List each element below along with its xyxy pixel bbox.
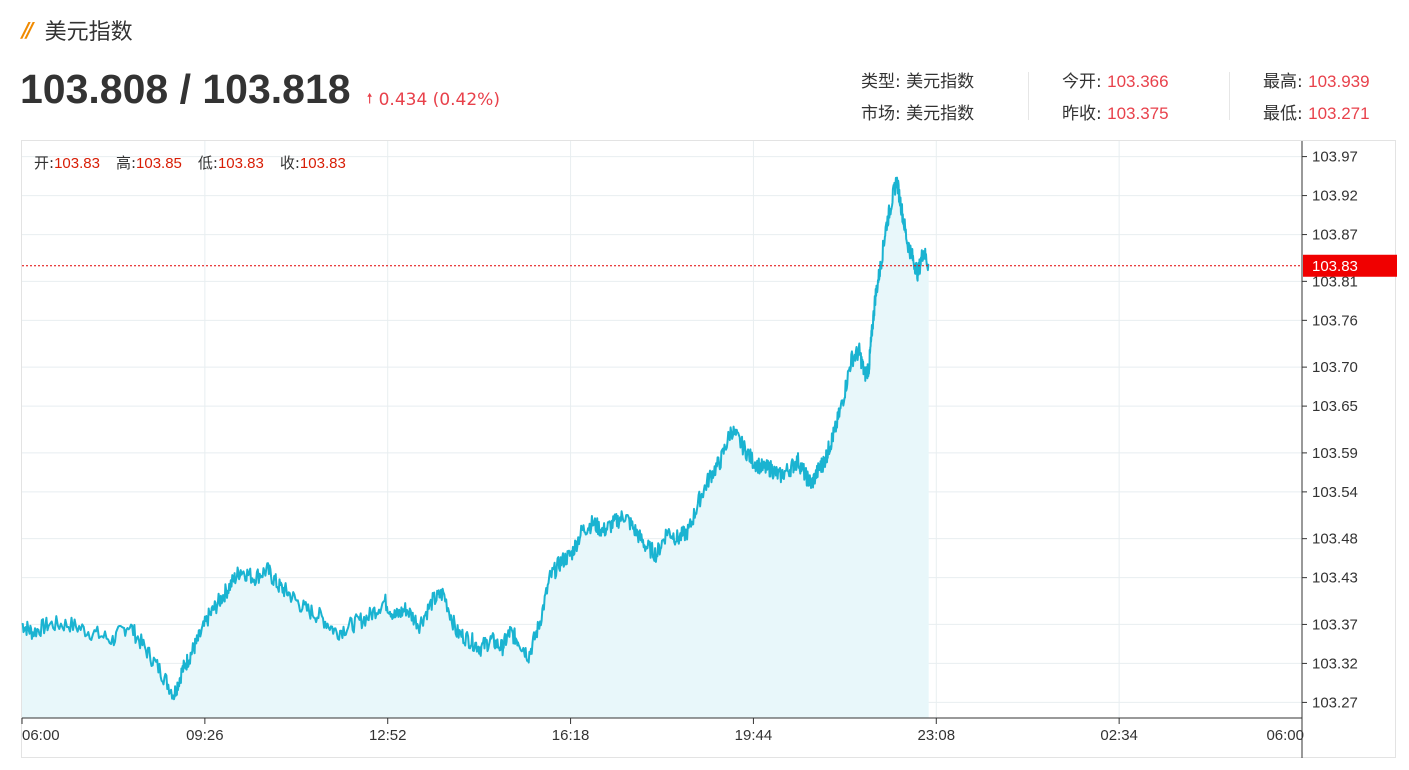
prev-close-label: 昨收:: [1062, 104, 1102, 124]
open-label: 今开:: [1062, 72, 1102, 92]
instrument-title: // 美元指数: [22, 14, 133, 46]
chart-axes: [21, 141, 1307, 758]
ohlc-open-value: 103.83: [54, 155, 100, 172]
ohlc-high-value: 103.85: [136, 155, 182, 172]
divider: [1229, 72, 1230, 120]
type-label: 类型:: [861, 72, 901, 92]
instrument-name: 美元指数: [44, 20, 133, 45]
y-tick-label: 103.43: [1312, 570, 1358, 587]
type-value: 美元指数: [906, 72, 975, 92]
x-tick-label: 16:18: [552, 727, 590, 744]
price-change-value: 0.434 (0.42%): [378, 90, 500, 110]
current-price-label: 103.83: [1312, 258, 1358, 275]
chart-ticks: 103.97 103.92 103.87 103.81 103.76 103.70 103.…: [22, 149, 1358, 744]
y-tick-label: 103.27: [1312, 694, 1358, 711]
ohlc-low-value: 103.83: [217, 155, 264, 172]
y-tick-label: 103.32: [1312, 655, 1358, 672]
low-value: 103.271: [1308, 104, 1370, 123]
y-tick-label: 103.65: [1312, 398, 1358, 415]
y-tick-label: 103.97: [1312, 149, 1358, 166]
price-series-line: [21, 176, 930, 701]
x-tick-label: 06:00: [1266, 727, 1304, 744]
ohlc-close-label: 收:: [279, 154, 300, 172]
chart-frame: [21, 140, 1396, 758]
open-value: 103.366: [1107, 72, 1169, 91]
ohlc-open-label: 开:: [34, 154, 55, 172]
brand-mark-icon: //: [22, 18, 33, 42]
y-tick-label: 103.70: [1312, 359, 1358, 376]
x-tick-label: 23:08: [918, 727, 956, 744]
y-tick-label: 103.81: [1312, 273, 1358, 290]
price-area-fill: [22, 177, 929, 719]
x-tick-label: 09:26: [186, 727, 224, 744]
y-tick-label: 103.76: [1312, 312, 1358, 329]
x-tick-label: 12:52: [369, 727, 407, 744]
y-tick-label: 103.92: [1312, 188, 1358, 205]
low-label: 最低:: [1263, 104, 1303, 124]
market-value: 美元指数: [906, 104, 975, 124]
stats-high-low: 最高: 103.939 最低: 103.271: [1263, 66, 1370, 130]
y-tick-label: 103.48: [1312, 531, 1358, 548]
stats-type-market: 类型: 美元指数 市场: 美元指数: [861, 66, 974, 130]
y-tick-label: 103.54: [1312, 484, 1358, 501]
x-tick-label: 19:44: [735, 727, 773, 744]
arrow-up-icon: 🠕: [366, 91, 373, 107]
y-tick-label: 103.37: [1312, 616, 1358, 633]
high-label: 最高:: [1263, 72, 1303, 92]
x-tick-label: 02:34: [1100, 727, 1138, 744]
ohlc-close-value: 103.83: [299, 155, 346, 172]
high-value: 103.939: [1308, 72, 1370, 91]
price-change: 🠕 0.434 (0.42%): [367, 88, 500, 112]
current-price-marker: 103.83: [22, 254, 1397, 277]
divider: [1028, 72, 1029, 120]
stats-open-prev: 今开: 103.366 昨收: 103.375: [1062, 66, 1169, 130]
ohlc-high-label: 高:: [115, 154, 137, 172]
y-tick-label: 103.87: [1312, 227, 1358, 244]
ohlc-low-label: 低:: [197, 154, 218, 172]
current-price-tag: [1303, 254, 1397, 277]
x-tick-label: 06:00: [22, 727, 60, 744]
market-label: 市场:: [861, 104, 901, 124]
y-tick-label: 103.59: [1312, 445, 1358, 462]
price-row: 103.808 / 103.818 🠕 0.434 (0.42%): [20, 66, 500, 113]
prev-close-value: 103.375: [1107, 104, 1169, 123]
ohlc-legend: 开:103.83 高:103.85 低:103.83 收:103.83: [34, 152, 346, 173]
bid-ask-price: 103.808 / 103.818: [20, 66, 351, 112]
